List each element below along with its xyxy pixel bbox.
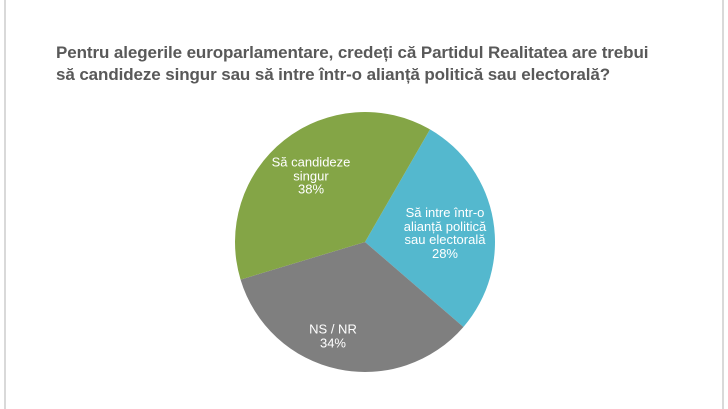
pie-slice-1	[240, 242, 464, 372]
pie-slice-label-2: Să candideze singur 38%	[271, 154, 351, 197]
pie-slice-label-1: NS / NR 34%	[309, 321, 357, 350]
pie-slice-2	[235, 112, 430, 280]
slide-left-edge-line	[4, 0, 6, 409]
pie-slice-0	[365, 129, 495, 327]
pie-slice-label-0: Să intre într-o alianță politică sau ele…	[403, 204, 487, 261]
chart-title: Pentru alegerile europarlamentare, crede…	[56, 43, 649, 84]
slide-right-edge-line	[722, 0, 724, 409]
